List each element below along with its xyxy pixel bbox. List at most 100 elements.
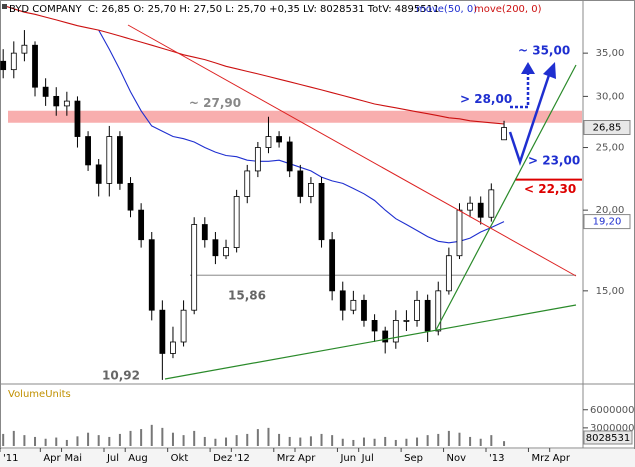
annotation: 10,92 [102, 368, 140, 382]
candle-body [63, 100, 70, 107]
volume-bar [161, 427, 164, 446]
x-tick-label: '12 [234, 453, 249, 464]
volume-bar [2, 433, 5, 446]
candle-body [10, 52, 17, 71]
volume-bar [34, 436, 37, 446]
volume-bar [447, 430, 450, 446]
volume-tag [583, 430, 633, 445]
plot-area: 35,00 30,00 25,00 20,00 15,00 '11 Apr Mai Jul Aug… [0, 4, 635, 464]
arrow-head [543, 62, 556, 79]
volume-bar [320, 433, 323, 446]
candle-body [74, 100, 81, 137]
candle-body [85, 136, 91, 166]
x-tick-label: Apr [298, 453, 316, 464]
arrow [508, 71, 552, 166]
volume-bar [87, 432, 90, 446]
volume-bar [256, 429, 259, 446]
x-tick-label: Okt [171, 453, 189, 464]
volume-bar [235, 435, 238, 446]
annotation: > 28,00 [460, 92, 512, 106]
x-tick-label: Apr [553, 453, 571, 464]
candle-body [148, 239, 155, 311]
volume-bar [384, 436, 387, 446]
candle-body [286, 141, 293, 172]
x-tick-label: Jul [106, 453, 119, 464]
candle-body [403, 320, 410, 322]
volume-bar [150, 424, 153, 446]
x-tick-label: Aug [128, 453, 148, 464]
price-tag-label: 26,85 [593, 123, 622, 134]
volume-bar [426, 435, 429, 446]
volume-tick-label: 60000000 [590, 405, 635, 416]
volume-bar [171, 432, 174, 446]
volume-tick-label: 30000000 [590, 423, 635, 434]
x-tick-label: Dez [213, 453, 232, 464]
candle-body [371, 320, 378, 332]
candle-body [21, 44, 28, 54]
candle-body [159, 309, 166, 354]
x-axis-band [0, 449, 635, 467]
x-tick-label: Sep [404, 453, 423, 464]
volume-bar [394, 439, 397, 446]
x-tick-label: Jun [339, 453, 356, 464]
candle-body [254, 147, 261, 172]
candle-body [488, 189, 495, 218]
candle-body [138, 209, 145, 241]
volume-bar [362, 437, 365, 446]
annotation: ~ 35,00 [518, 44, 570, 58]
volume-bar [12, 430, 15, 446]
x-tick-label: Apr [43, 453, 61, 464]
volume-bar [331, 435, 334, 446]
candle-body [191, 224, 198, 311]
candle-body [233, 196, 240, 248]
volume-bar [97, 435, 100, 446]
volume-bar [469, 436, 472, 446]
volume-bar [299, 437, 302, 446]
subtitle: C: 26,85 O: 25,70 H: 27,50 L: 25,70 +0,3… [88, 4, 439, 15]
x-tick-label: '13 [489, 453, 504, 464]
volume-tag-label: 8028531 [586, 433, 631, 444]
volume-bar [278, 433, 281, 446]
volume-bar [225, 437, 228, 446]
annotation: < 22,30 [524, 182, 576, 196]
volume-bar [140, 429, 143, 446]
volume-bar [373, 438, 376, 446]
x-tick-label: Mrz [531, 453, 549, 464]
volume-bar [405, 438, 408, 446]
layout-lines [127, 24, 577, 380]
candle-body [53, 95, 60, 107]
candle-body [223, 247, 229, 257]
candle-body [361, 299, 367, 321]
annotation: ~ 27,90 [189, 96, 241, 110]
y-tick-label: 35,00 [596, 48, 625, 59]
volume-bar [76, 436, 79, 446]
volume-bar [479, 438, 482, 446]
trend-line [435, 64, 577, 331]
legend-entry: move(50, 0) [416, 4, 477, 15]
candle-body [350, 299, 357, 311]
annotation: 15,86 [228, 289, 266, 303]
candle-body [382, 330, 389, 343]
x-tick-label: Mai [65, 453, 83, 464]
volume-bar [193, 430, 196, 446]
header-icon [2, 4, 7, 9]
x-tick-label: Jul [361, 453, 374, 464]
arrow [510, 72, 530, 109]
candle-body [42, 86, 49, 97]
volume-bar [65, 439, 68, 446]
price-tag [583, 120, 631, 136]
candle-body [117, 136, 123, 184]
candle-body [435, 290, 442, 332]
volume-bar [416, 437, 419, 446]
candle-body [265, 136, 272, 148]
volume-bar [44, 438, 47, 446]
candle-body [477, 202, 484, 218]
candle-body [414, 299, 420, 321]
volume-bar [267, 427, 270, 446]
volume-bar [246, 433, 249, 446]
volume-bar [214, 438, 217, 446]
volume-title: VolumeUnits [8, 389, 71, 400]
volume-bar [490, 435, 493, 446]
volume-bar [118, 433, 121, 446]
